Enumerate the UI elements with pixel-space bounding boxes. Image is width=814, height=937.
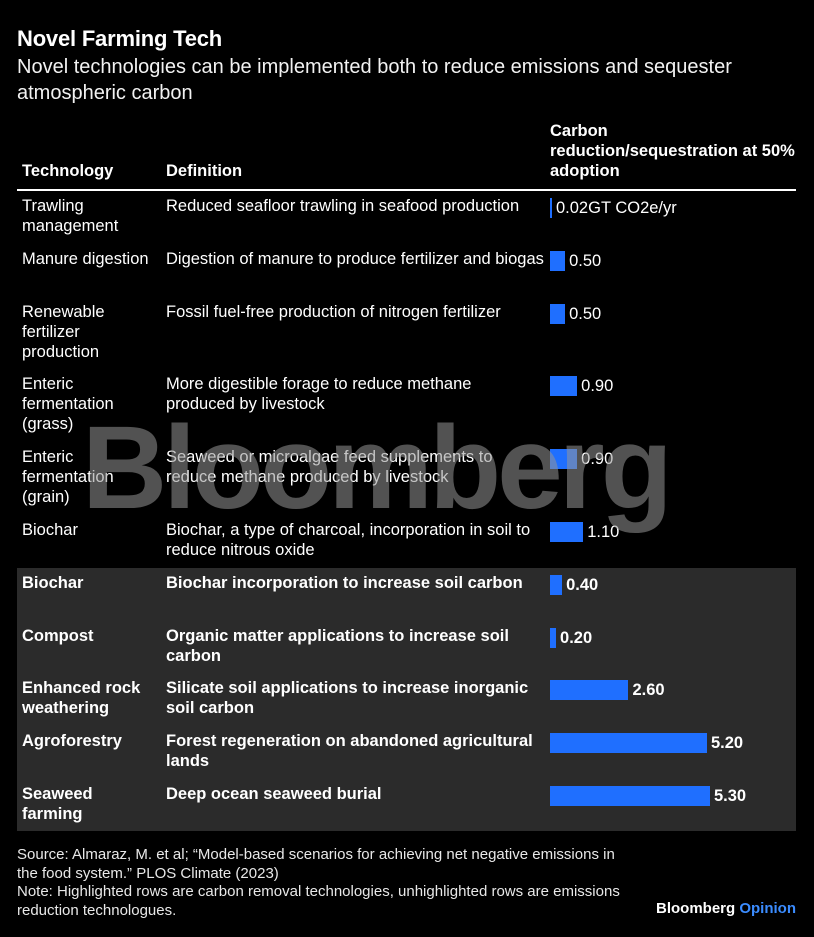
- bar-value-label: 0.90: [581, 450, 614, 468]
- bar-value-label: 5.20: [710, 734, 744, 752]
- technology-cell: Seaweed farming: [22, 785, 93, 823]
- bar-value-label: 0.40: [566, 576, 599, 594]
- definition-cell: Organic matter applications to increase …: [166, 627, 509, 665]
- definition-cell: Fossil fuel-free production of nitrogen …: [166, 303, 501, 321]
- technology-cell: Enteric fermentation (grain): [22, 448, 114, 506]
- chart-subtitle: Novel technologies can be implemented bo…: [17, 56, 732, 104]
- bar: [550, 575, 563, 595]
- column-header-definition: Definition: [166, 162, 243, 180]
- column-header-technology: Technology: [22, 162, 114, 180]
- bar-value-label: 5.30: [714, 787, 747, 805]
- source-text: Source: Almaraz, M. et al; “Model-based …: [17, 846, 615, 882]
- technology-cell: Agroforestry: [22, 732, 122, 750]
- chart-title: Novel Farming Tech: [17, 26, 223, 51]
- technology-cell: Biochar: [22, 521, 78, 539]
- definition-cell: Deep ocean seaweed burial: [166, 785, 382, 803]
- technology-cell: Enteric fermentation (grass): [22, 375, 114, 433]
- definition-cell: Forest regeneration on abandoned agricul…: [166, 732, 533, 770]
- bar: [550, 680, 629, 700]
- definition-cell: Digestion of manure to produce fertilize…: [166, 250, 544, 268]
- bar-value-label: 0.02GT CO2e/yr: [556, 199, 677, 217]
- source-note: Source: Almaraz, M. et al; “Model-based …: [17, 846, 637, 920]
- technology-cell: Trawling management: [22, 197, 119, 235]
- bar: [550, 251, 566, 271]
- brand-logo: Bloomberg Opinion: [656, 900, 796, 917]
- bar-value-label: 0.20: [560, 629, 593, 647]
- bar-value-label: 1.10: [587, 523, 620, 541]
- technology-cell: Biochar: [22, 574, 84, 592]
- technology-cell: Renewable fertilizer production: [22, 303, 105, 361]
- bar: [550, 522, 584, 542]
- column-header-value: Carbon reduction/sequestration at 50% ad…: [550, 122, 795, 180]
- bar: [550, 304, 566, 324]
- definition-cell: Biochar, a type of charcoal, incorporati…: [166, 521, 531, 559]
- bar-value-label: 0.90: [581, 377, 614, 395]
- bar-value-label: 0.50: [569, 252, 602, 270]
- definition-cell: Seaweed or microalgae feed supplements t…: [166, 448, 493, 486]
- technology-cell: Enhanced rock weathering: [22, 679, 141, 717]
- definition-cell: More digestible forage to reduce methane…: [166, 375, 472, 413]
- bar: [550, 786, 710, 806]
- bar-value-label: 0.50: [569, 305, 602, 323]
- technology-cell: Manure digestion: [22, 250, 149, 268]
- header-divider: [17, 189, 796, 191]
- bar: [550, 628, 557, 648]
- bar: [550, 198, 552, 218]
- brand-suffix: Opinion: [739, 900, 796, 917]
- bar: [550, 449, 578, 469]
- technology-cell: Compost: [22, 627, 94, 645]
- bar: [550, 733, 707, 753]
- definition-cell: Reduced seafloor trawling in seafood pro…: [166, 197, 520, 215]
- brand-name: Bloomberg: [656, 900, 736, 917]
- definition-cell: Biochar incorporation to increase soil c…: [166, 574, 523, 592]
- bar-value-label: 2.60: [632, 681, 665, 699]
- bar: [550, 376, 578, 396]
- note-text: Note: Highlighted rows are carbon remova…: [17, 883, 620, 919]
- definition-cell: Silicate soil applications to increase i…: [166, 679, 529, 717]
